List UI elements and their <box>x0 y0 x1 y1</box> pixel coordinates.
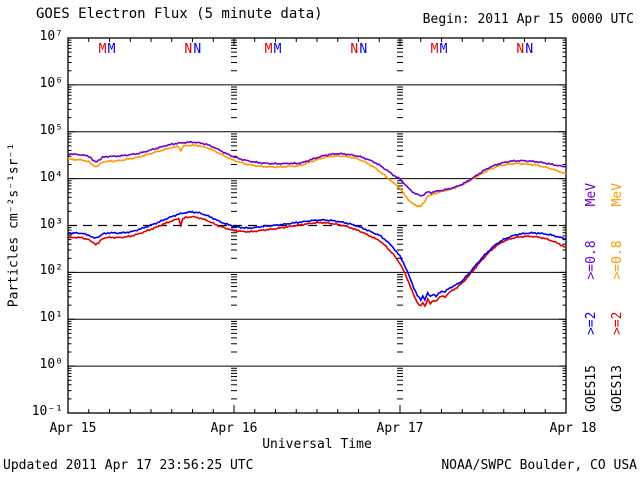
y-tick-label: 10³ <box>39 216 63 232</box>
source-attribution: NOAA/SWPC Boulder, CO USA <box>441 458 637 473</box>
y-tick-label: 10⁶ <box>39 75 63 91</box>
x-axis-label: Universal Time <box>262 437 372 452</box>
flux-curve-goes13-gt08 <box>67 143 567 208</box>
legend-goes13-unit: MeV <box>610 182 625 207</box>
legend-goes13-gt2: >=2 <box>610 311 625 336</box>
flux-curve-goes15-gt2 <box>67 210 566 303</box>
legend-goes15-gt2: >=2 <box>584 311 599 336</box>
begin-timestamp: Begin: 2011 Apr 15 0000 UTC <box>422 12 634 27</box>
flux-curve-goes13-gt2 <box>67 215 567 308</box>
y-tick-label: 10⁴ <box>39 169 63 185</box>
legend-goes13-satellite: GOES13 <box>610 365 625 412</box>
x-tick-label: Apr 16 <box>210 421 258 436</box>
legend-goes15-satellite: GOES15 <box>584 365 599 412</box>
y-tick-label: 10⁰ <box>39 357 63 373</box>
marker-n: N <box>516 42 524 57</box>
marker-n: N <box>193 42 201 57</box>
y-tick-label: 10⁵ <box>39 122 63 138</box>
marker-n: N <box>359 42 367 57</box>
marker-n: N <box>525 42 533 57</box>
marker-m: M <box>431 42 439 57</box>
legend-goes13-gt08: >=0.8 <box>610 240 625 280</box>
plot-frame <box>67 37 567 414</box>
legend-goes15-gt08: >=0.8 <box>584 240 599 280</box>
flux-curve-goes15-gt08 <box>67 140 567 197</box>
marker-m: M <box>99 42 107 57</box>
marker-n: N <box>350 42 358 57</box>
marker-m: M <box>440 42 448 57</box>
updated-timestamp: Updated 2011 Apr 17 23:56:25 UTC <box>3 458 254 473</box>
marker-m: M <box>265 42 273 57</box>
marker-m: M <box>274 42 282 57</box>
x-tick-label: Apr 17 <box>376 421 424 436</box>
chart-title: GOES Electron Flux (5 minute data) <box>36 6 323 22</box>
legend-goes15-unit: MeV <box>584 182 599 207</box>
y-tick-label: 10² <box>39 263 63 279</box>
y-tick-label: 10¹ <box>39 310 63 326</box>
legend-goes13: GOES13 >=2 >=0.8 MeV <box>610 183 625 412</box>
legend-goes15: GOES15 >=2 >=0.8 MeV <box>584 183 599 412</box>
y-tick-label: 10⁷ <box>39 29 63 44</box>
x-tick-label: Apr 18 <box>549 421 597 436</box>
marker-m: M <box>108 42 116 57</box>
y-tick-label: 10⁻¹ <box>31 404 63 419</box>
x-tick-label: Apr 15 <box>49 421 97 436</box>
marker-n: N <box>184 42 192 57</box>
